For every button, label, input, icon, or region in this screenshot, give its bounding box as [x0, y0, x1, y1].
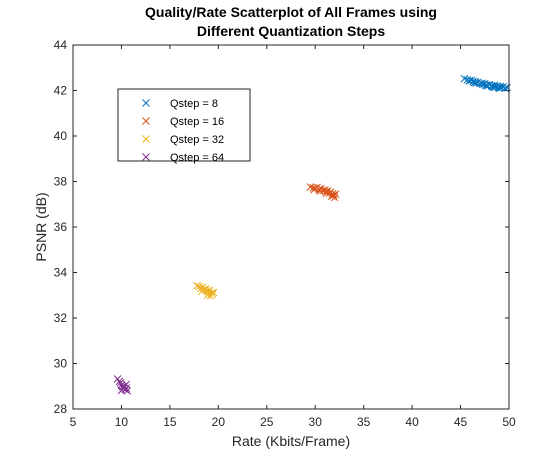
- x-tick-label: 15: [163, 415, 177, 429]
- y-tick-label: 36: [54, 220, 68, 234]
- y-tick-label: 44: [54, 38, 68, 52]
- x-tick-label: 45: [454, 415, 468, 429]
- chart-title-line-2: Different Quantization Steps: [197, 23, 385, 39]
- y-tick-label: 32: [54, 311, 68, 325]
- chart-title-line-1: Quality/Rate Scatterplot of All Frames u…: [145, 4, 437, 20]
- y-tick-label: 28: [54, 402, 68, 416]
- x-tick-label: 10: [115, 415, 129, 429]
- y-tick-label: 40: [54, 129, 68, 143]
- scatter-point-series-1: [481, 81, 490, 90]
- scatter-point-series-1: [501, 84, 509, 93]
- y-axis-label: PSNR (dB): [33, 192, 49, 261]
- x-tick-label: 25: [260, 415, 274, 429]
- x-tick-label: 30: [309, 415, 323, 429]
- scatter-point-series-3: [198, 287, 206, 296]
- x-tick-label: 40: [405, 415, 419, 429]
- scatter-point-series-2: [306, 183, 315, 191]
- plot-box: [72, 44, 510, 410]
- scatter-point-series-4: [122, 380, 131, 389]
- y-tick-label: 42: [54, 84, 68, 98]
- legend-label-series-3: Qstep = 32: [170, 134, 224, 146]
- scatter-point-series-2: [330, 193, 339, 202]
- legend-marker-series-1: [142, 99, 150, 107]
- x-tick-label: 35: [357, 415, 371, 429]
- x-tick-label: 20: [212, 415, 226, 429]
- y-tick-label: 38: [54, 175, 68, 189]
- legend-marker-series-2: [142, 117, 150, 125]
- y-tick-label: 34: [54, 266, 68, 280]
- scatter-point-series-3: [206, 291, 215, 300]
- scatter-point-series-4: [117, 386, 126, 395]
- legend-box: [117, 88, 251, 162]
- scatter-point-series-2: [316, 187, 324, 195]
- legend-label-series-2: Qstep = 16: [170, 116, 224, 128]
- scatter-point-series-1: [470, 78, 478, 87]
- scatter-point-series-2: [310, 185, 319, 194]
- scatter-point-series-2: [322, 189, 331, 198]
- scatter-point-series-4: [122, 384, 131, 392]
- scatter-point-series-3: [203, 291, 212, 300]
- legend-label-series-4: Qstep = 64: [170, 152, 224, 164]
- scatter-point-series-2: [329, 191, 338, 200]
- x-axis-label: Rate (Kbits/Frame): [232, 433, 350, 449]
- x-axis-ticks: 5 10 15 20 25 30 35 40 45 50: [70, 45, 516, 429]
- x-tick-label: 5: [70, 415, 77, 429]
- legend-marker-series-4: [142, 153, 150, 161]
- legend: Qstep = 8 Qstep = 16 Qstep = 32 Qstep = 64: [117, 88, 251, 164]
- scatter-point-series-1: [495, 84, 504, 93]
- legend-label-series-1: Qstep = 8: [170, 98, 218, 110]
- y-axis-ticks: 28 30 32 34 36 38 40 42 44: [54, 38, 509, 416]
- data-points: [113, 74, 511, 395]
- x-tick-label: 50: [502, 415, 516, 429]
- y-tick-label: 30: [54, 357, 68, 371]
- legend-marker-series-3: [142, 135, 150, 143]
